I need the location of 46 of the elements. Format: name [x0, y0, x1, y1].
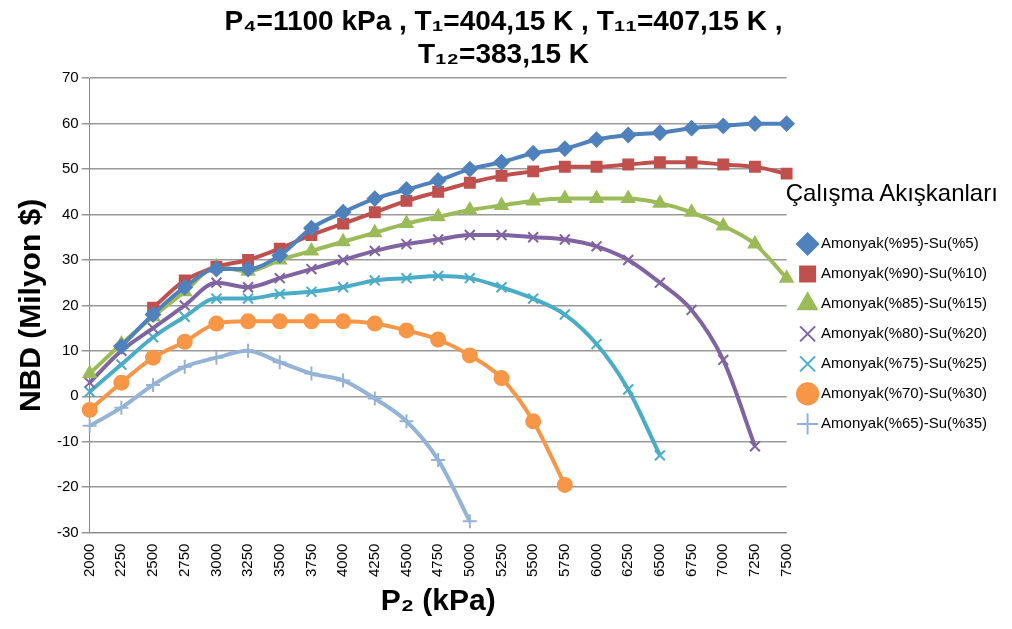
- legend-title: Çalışma Akışkanları: [785, 179, 998, 207]
- legend-label: Amonyak(%70)-Su(%30): [821, 384, 988, 402]
- x-tick-label: 5000: [459, 543, 477, 578]
- x-tick-label: 7250: [745, 543, 763, 578]
- x-tick-label: 5500: [523, 543, 541, 578]
- legend-label: Amonyak(%95)-Su(%5): [821, 234, 979, 252]
- x-tick-label: 4500: [396, 543, 414, 578]
- x-tick-label: 3500: [269, 543, 287, 578]
- x-tick-label: 2250: [111, 543, 129, 578]
- x-tick-label: 4750: [428, 543, 446, 578]
- y-tick-label: 0: [70, 386, 79, 404]
- legend-label: Amonyak(%85)-Su(%15): [821, 294, 988, 312]
- x-tick-label: 7000: [713, 543, 731, 578]
- x-tick-label: 3750: [301, 543, 319, 578]
- x-tick-label: 3250: [238, 543, 256, 578]
- y-tick-label: -30: [56, 522, 79, 540]
- x-tick-label: 3000: [206, 543, 224, 578]
- y-tick-label: 30: [61, 250, 79, 268]
- legend-label: Amonyak(%75)-Su(%25): [821, 354, 988, 372]
- legend-label: Amonyak(%65)-Su(%35): [821, 414, 988, 432]
- x-tick-label: 4000: [333, 543, 351, 578]
- x-tick-label: 7500: [776, 543, 794, 578]
- text: P₄=1100 kPa , T₁=404,15 K , T₁₁=407,15 K ,: [224, 4, 783, 36]
- x-tick-label: 5750: [555, 543, 572, 578]
- x-tick-label: 6250: [618, 543, 636, 578]
- x-tick-label: 4250: [364, 543, 382, 578]
- legend-label: Amonyak(%90)-Su(%10): [821, 264, 988, 282]
- y-tick-label: -20: [56, 477, 79, 495]
- x-tick-label: 6000: [586, 543, 604, 578]
- legend-label: Amonyak(%80)-Su(%20): [821, 324, 988, 342]
- x-tick-label: 2500: [143, 543, 161, 578]
- y-tick-label: 50: [61, 159, 79, 177]
- x-tick-label: 6750: [681, 543, 699, 578]
- y-tick-label: -10: [56, 431, 79, 449]
- y-tick-label: 20: [61, 295, 79, 313]
- x-tick-label: 2000: [79, 543, 97, 578]
- y-tick-label: 70: [61, 68, 79, 86]
- y-tick-label: 60: [61, 113, 79, 131]
- text: T₁₂=383,15 K: [417, 38, 590, 70]
- y-axis-title: NBD (Milyon $): [13, 198, 47, 413]
- x-axis-title: P₂ (kPa): [380, 583, 496, 617]
- y-tick-label: 10: [61, 341, 79, 358]
- x-tick-label: 6500: [650, 543, 668, 578]
- x-tick-label: 5250: [491, 543, 509, 578]
- y-tick-label: 40: [61, 204, 79, 222]
- x-tick-label: 2750: [174, 543, 192, 578]
